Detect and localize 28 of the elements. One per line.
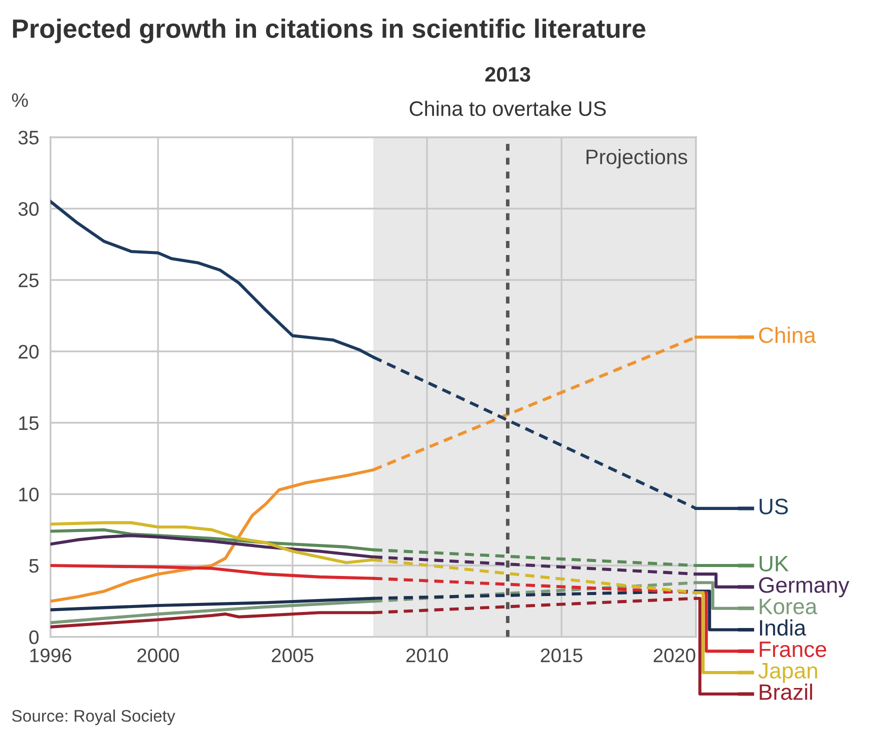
legend-label: Germany — [759, 577, 850, 598]
ref-line-label: 2013 China to overtake US — [410, 67, 606, 116]
legend-label: UK — [760, 556, 789, 572]
legend-label: Japan — [758, 663, 818, 683]
x-tick-label: 2000 — [137, 648, 179, 662]
y-tick-label: 15 — [19, 416, 39, 430]
y-axis-title: % — [12, 93, 28, 107]
legend-label: Korea — [760, 598, 818, 614]
legend-label: US — [760, 498, 788, 514]
y-tick-label: 25 — [18, 273, 39, 288]
x-tick-label: 2010 — [406, 648, 448, 662]
y-tick-label: 10 — [19, 488, 39, 502]
x-tick-label: 2020 — [654, 648, 696, 662]
legend-label: China — [759, 326, 816, 344]
x-tick-label: 1996 — [30, 648, 72, 662]
band-label: Projections — [586, 148, 688, 168]
y-tick-label: 20 — [18, 344, 39, 359]
legend-label: Brazil — [760, 684, 812, 700]
y-tick-label: 30 — [18, 202, 39, 216]
y-tick-label: 0 — [29, 630, 39, 644]
x-tick-label: 2005 — [272, 648, 314, 662]
legend-label: France — [760, 642, 826, 658]
y-tick-label: 35 — [18, 130, 39, 145]
x-tick-label: 2015 — [540, 648, 582, 662]
legend-label: India — [760, 619, 806, 636]
source-note: Source: Royal Society — [12, 710, 176, 726]
y-tick-label: 5 — [29, 559, 39, 573]
chart-title: Projected growth in citations in scientific literature — [13, 18, 646, 44]
